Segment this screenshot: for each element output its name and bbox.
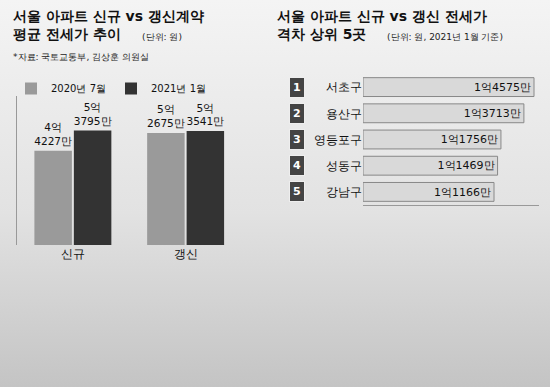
svg-text:5: 5 bbox=[293, 185, 301, 198]
svg-text:서울 아파트 신규 vs 갱신 전세가격차 상위 5곳: 서울 아파트 신규 vs 갱신 전세가격차 상위 5곳 bbox=[277, 8, 487, 42]
svg-text:신규: 신규 bbox=[61, 247, 85, 261]
svg-text:4억4227만: 4억4227만 bbox=[34, 121, 72, 147]
svg-text:강남구: 강남구 bbox=[326, 185, 362, 199]
svg-text:2020년 7월: 2020년 7월 bbox=[51, 83, 106, 94]
svg-text:4: 4 bbox=[293, 159, 301, 172]
svg-text:5억2675만: 5억2675만 bbox=[147, 103, 185, 129]
svg-text:1억1469만: 1억1469만 bbox=[437, 159, 494, 172]
svg-text:서울 아파트 신규 vs 갱신계약평균 전세가 추이: 서울 아파트 신규 vs 갱신계약평균 전세가 추이 bbox=[13, 8, 204, 42]
svg-text:2021년 1월: 2021년 1월 bbox=[151, 83, 206, 94]
svg-text:2: 2 bbox=[293, 107, 301, 120]
svg-text:1억3713만: 1억3713만 bbox=[464, 107, 521, 120]
svg-text:(단위: 원): (단위: 원) bbox=[142, 32, 182, 42]
svg-text:1억1166만: 1억1166만 bbox=[434, 186, 491, 199]
svg-text:1억4575만: 1억4575만 bbox=[474, 81, 531, 94]
svg-text:5억3541만: 5억3541만 bbox=[186, 102, 224, 128]
svg-text:1: 1 bbox=[293, 81, 301, 94]
svg-text:서초구: 서초구 bbox=[326, 80, 362, 94]
svg-text:*자료: 국토교통부, 김상훈 의원실: *자료: 국토교통부, 김상훈 의원실 bbox=[13, 52, 149, 62]
svg-text:(단위: 원, 2021년 1월 기준): (단위: 원, 2021년 1월 기준) bbox=[387, 32, 503, 42]
svg-text:갱신: 갱신 bbox=[174, 247, 198, 261]
svg-text:용산구: 용산구 bbox=[326, 107, 362, 121]
svg-text:3: 3 bbox=[293, 133, 301, 146]
svg-text:5억3795만: 5억3795만 bbox=[74, 101, 112, 127]
svg-text:영등포구: 영등포구 bbox=[314, 133, 362, 147]
svg-text:성동구: 성동구 bbox=[326, 159, 362, 173]
svg-text:1억1756만: 1억1756만 bbox=[441, 133, 498, 146]
